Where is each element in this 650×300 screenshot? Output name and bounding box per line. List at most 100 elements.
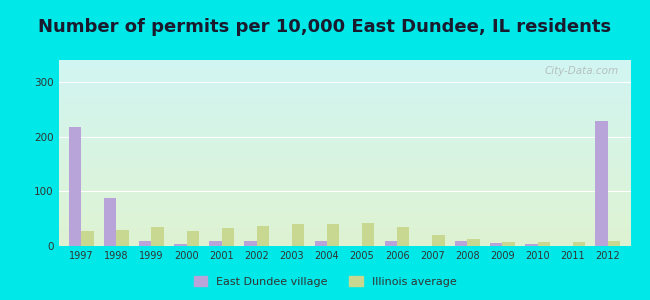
Bar	[58, 225, 630, 226]
Bar	[58, 81, 630, 82]
Bar	[58, 208, 630, 209]
Bar	[58, 120, 630, 122]
Bar	[58, 212, 630, 214]
Bar	[58, 226, 630, 227]
Bar	[58, 101, 630, 102]
Bar	[58, 78, 630, 79]
Bar	[58, 67, 630, 68]
Bar	[58, 109, 630, 110]
Bar	[608, 241, 620, 246]
Bar	[58, 157, 630, 158]
Bar	[58, 116, 630, 117]
Bar	[58, 219, 630, 220]
Bar	[58, 179, 630, 180]
Bar	[58, 87, 630, 88]
Bar	[58, 201, 630, 202]
Bar	[58, 181, 630, 182]
Bar	[58, 161, 630, 162]
Bar	[58, 188, 630, 189]
Bar	[58, 203, 630, 204]
Bar	[58, 139, 630, 140]
Bar	[69, 127, 81, 246]
Bar	[58, 192, 630, 193]
Bar	[58, 195, 630, 196]
Bar	[58, 132, 630, 133]
Bar	[187, 231, 199, 246]
Bar	[525, 244, 538, 246]
Bar	[58, 166, 630, 167]
Bar	[58, 128, 630, 129]
Bar	[58, 155, 630, 156]
Bar	[58, 147, 630, 148]
Bar	[257, 226, 269, 246]
Bar	[58, 113, 630, 114]
Bar	[58, 63, 630, 64]
Bar	[58, 97, 630, 98]
Bar	[58, 224, 630, 225]
Bar	[58, 150, 630, 151]
Bar	[58, 174, 630, 175]
Bar	[58, 163, 630, 164]
Bar	[58, 153, 630, 154]
Bar	[58, 119, 630, 120]
Bar	[58, 199, 630, 200]
Bar	[58, 104, 630, 105]
Bar	[58, 238, 630, 239]
Bar	[397, 227, 410, 246]
Bar	[58, 118, 630, 119]
Bar	[58, 223, 630, 224]
Bar	[58, 131, 630, 132]
Bar	[58, 206, 630, 207]
Bar	[58, 143, 630, 144]
Bar	[58, 183, 630, 184]
Bar	[58, 152, 630, 153]
Bar	[58, 194, 630, 195]
Bar	[58, 167, 630, 168]
Bar	[58, 99, 630, 100]
Bar	[58, 171, 630, 172]
Bar	[58, 239, 630, 240]
Bar	[58, 151, 630, 152]
Bar	[327, 224, 339, 246]
Bar	[58, 164, 630, 165]
Bar	[58, 158, 630, 159]
Bar	[58, 231, 630, 232]
Bar	[58, 210, 630, 211]
Bar	[58, 86, 630, 87]
Bar	[432, 235, 445, 246]
Bar	[58, 216, 630, 217]
Bar	[58, 217, 630, 218]
Bar	[58, 138, 630, 139]
Bar	[58, 73, 630, 74]
Bar	[58, 242, 630, 243]
Bar	[58, 175, 630, 176]
Bar	[58, 204, 630, 205]
Bar	[151, 227, 164, 246]
Bar	[58, 243, 630, 244]
Bar	[58, 82, 630, 83]
Bar	[58, 172, 630, 173]
Bar	[58, 237, 630, 238]
Text: Number of permits per 10,000 East Dundee, IL residents: Number of permits per 10,000 East Dundee…	[38, 18, 612, 36]
Bar	[58, 68, 630, 69]
Bar	[58, 89, 630, 90]
Bar	[58, 135, 630, 136]
Bar	[58, 196, 630, 197]
Bar	[490, 243, 502, 246]
Bar	[222, 229, 234, 246]
Bar	[58, 100, 630, 101]
Bar	[58, 156, 630, 157]
Bar	[58, 103, 630, 104]
Bar	[58, 117, 630, 118]
Bar	[315, 241, 327, 246]
Bar	[58, 62, 630, 63]
Bar	[58, 238, 630, 239]
Bar	[58, 162, 630, 163]
Bar	[58, 94, 630, 95]
Bar	[58, 220, 630, 221]
Bar	[58, 140, 630, 141]
Bar	[58, 178, 630, 179]
Bar	[58, 160, 630, 161]
Bar	[58, 198, 630, 199]
Bar	[58, 134, 630, 135]
